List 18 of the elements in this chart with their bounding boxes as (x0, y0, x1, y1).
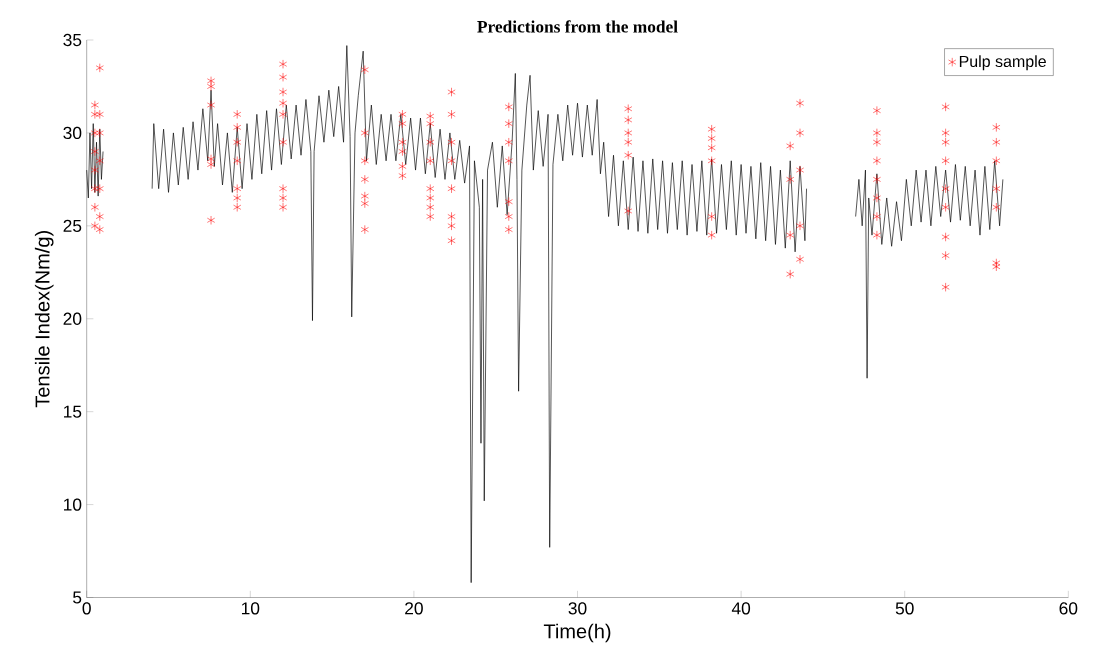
y-axis-title: Tensile Index(Nm/g) (34, 231, 54, 408)
x-tick-label: 60 (1059, 602, 1078, 615)
x-tick-label: 0 (82, 602, 91, 615)
x-tick-label: 50 (895, 602, 914, 615)
x-axis-title: Time(h) (543, 623, 611, 643)
x-tick-label: 40 (731, 602, 751, 615)
x-tick-label: 10 (241, 602, 260, 615)
y-tick-label: 20 (63, 312, 82, 325)
x-tick-label: 30 (568, 602, 587, 615)
chart-title: Predictions from the model (477, 20, 678, 33)
y-tick-label: 10 (64, 498, 82, 511)
y-tick-label: 15 (64, 405, 82, 418)
y-tick-label: 30 (63, 126, 82, 140)
x-tick-label: 20 (405, 602, 423, 615)
legend-label: Pulp sample (959, 55, 1046, 71)
y-tick-label: 35 (63, 33, 82, 47)
y-tick-label: 5 (73, 591, 82, 604)
y-tick-label: 25 (63, 219, 82, 233)
